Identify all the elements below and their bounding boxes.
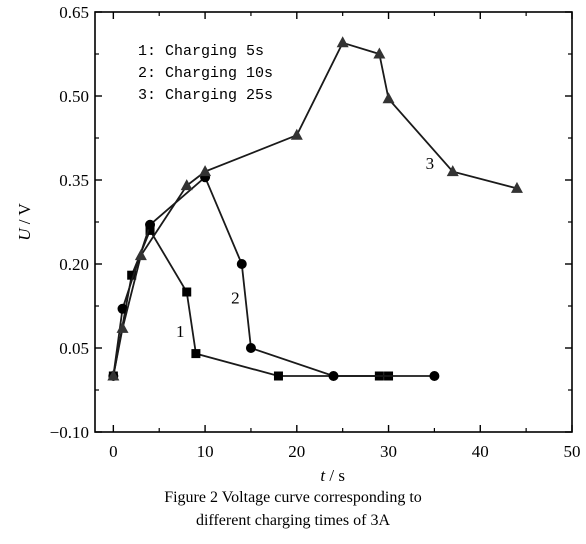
x-tick-label: 50 [564, 442, 581, 461]
y-tick-label: 0.50 [59, 87, 89, 106]
data-point [290, 128, 303, 140]
legend: 1: Charging 5s 2: Charging 10s 3: Charging… [138, 43, 273, 104]
curve-label-3: 3 [426, 154, 435, 173]
data-point [273, 371, 283, 381]
x-tick-label: 0 [109, 442, 118, 461]
legend-entry: 2: Charging 10s [138, 65, 273, 82]
data-point [145, 219, 156, 230]
series-layer [107, 36, 523, 381]
curve-label-2: 2 [231, 289, 240, 308]
series-2 [108, 172, 440, 381]
caption-line-2: different charging times of 3A [195, 512, 391, 529]
data-point [373, 47, 386, 59]
series-1 [108, 225, 394, 381]
x-tick-label: 40 [472, 442, 489, 461]
data-point [107, 369, 120, 381]
data-point [336, 36, 349, 48]
data-point [117, 303, 128, 314]
data-point [134, 249, 147, 261]
y-tick-label: 0.35 [59, 171, 89, 190]
series-2-line [112, 175, 435, 377]
data-point [429, 371, 440, 381]
data-point [236, 259, 247, 269]
x-axis-label: t / s [320, 466, 345, 485]
series-3 [107, 36, 523, 381]
legend-entry: 3: Charging 25s [138, 87, 273, 104]
data-point [180, 179, 193, 191]
legend-entry: 1: Charging 5s [138, 43, 264, 60]
data-point [145, 225, 155, 235]
data-point [199, 165, 212, 177]
axes: 0 10 20 30 40 50 −0.10 0.05 0.20 0.35 0.50 0.65 t / … [15, 3, 581, 485]
data-point [382, 92, 395, 104]
x-tick-label: 30 [380, 442, 397, 461]
y-tick-label: 0.20 [59, 255, 89, 274]
data-point [127, 270, 137, 280]
labels-layer: 1 2 3 [176, 154, 434, 341]
figure-caption: Figure 2 Voltage curve corresponding to … [0, 486, 586, 532]
data-point [245, 343, 256, 353]
voltage-chart: 0 10 20 30 40 50 −0.10 0.05 0.20 0.35 0.50 0.65 t / … [15, 3, 581, 485]
y-tick-label: 0.05 [59, 339, 89, 358]
data-point [446, 165, 459, 177]
curve-label-1: 1 [176, 322, 185, 341]
x-tick-label: 10 [197, 442, 214, 461]
data-point [191, 349, 201, 359]
data-point [182, 287, 192, 297]
x-tick-label: 20 [288, 442, 305, 461]
data-point [510, 181, 523, 193]
caption-line-1: Figure 2 Voltage curve corresponding to [164, 489, 422, 506]
y-tick-label: 0.65 [59, 3, 89, 22]
data-point [116, 321, 129, 333]
y-axis-label: U / V [15, 203, 34, 241]
data-point [328, 371, 339, 381]
y-tick-label: −0.10 [50, 423, 89, 442]
series-1-line [112, 228, 389, 377]
